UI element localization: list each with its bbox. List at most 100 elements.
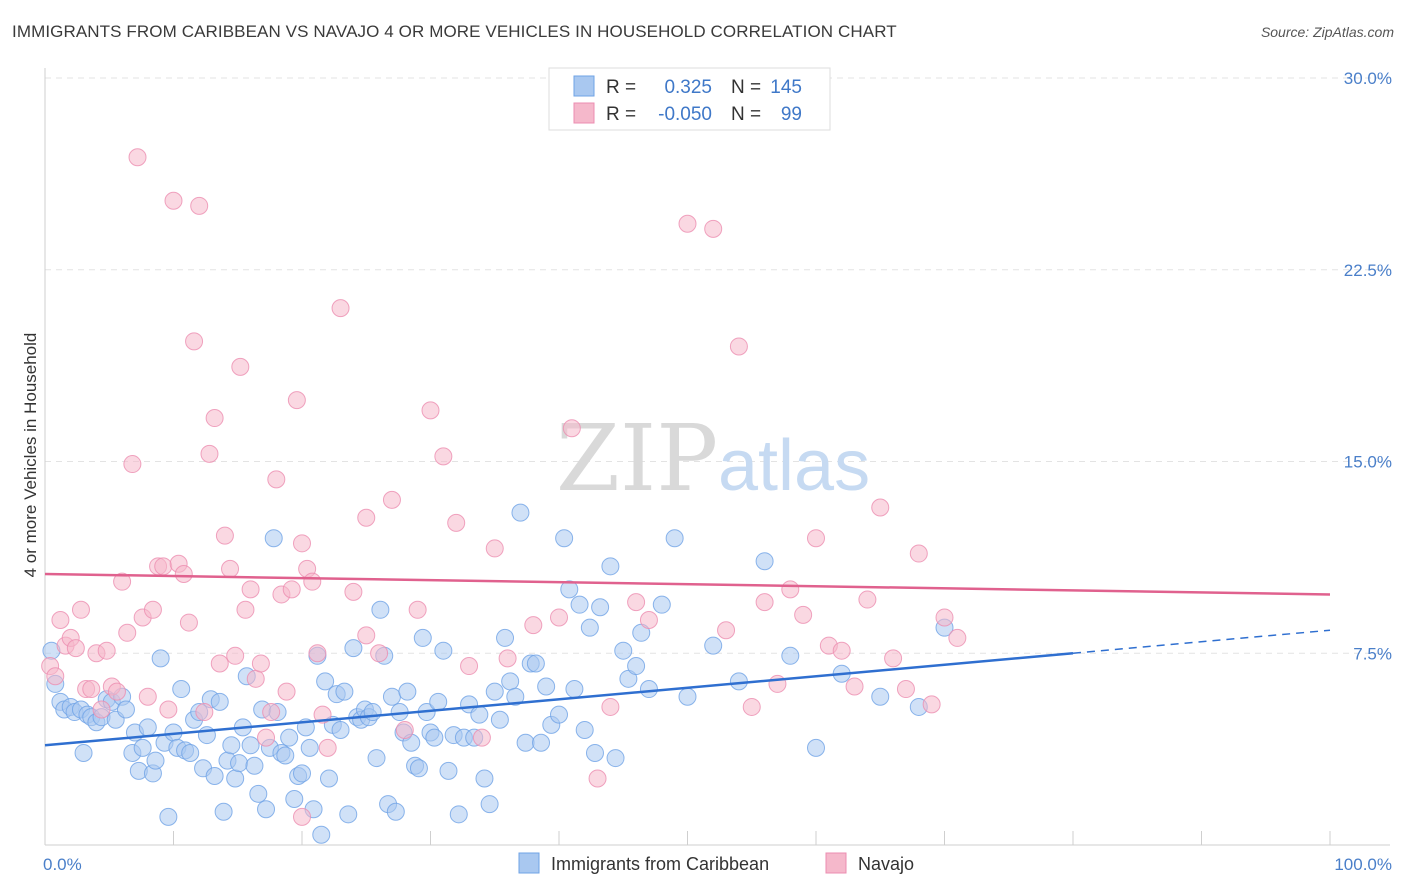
trend-lines [44,572,1331,747]
data-point [665,529,684,548]
data-point [472,728,491,747]
data-point [439,761,458,780]
data-point [205,766,224,785]
data-point [447,513,466,532]
data-point [794,605,813,624]
data-point [172,680,191,699]
data-point [312,825,331,844]
data-point [460,657,479,676]
data-point [82,680,101,699]
y-tick-label: 30.0% [1344,69,1392,88]
data-point [429,692,448,711]
data-point [71,600,90,619]
data-point [179,613,198,632]
data-point [425,728,444,747]
watermark-atlas: atlas [718,426,870,506]
y-axis-label: 4 or more Vehicles in Household [21,333,40,578]
data-point [344,639,363,658]
data-point [116,700,135,719]
data-point [319,769,338,788]
data-point [293,807,311,826]
data-point [371,600,390,619]
watermark-zip: ZIP [556,405,718,512]
data-point [210,692,229,711]
data-point [532,733,551,752]
data-point [210,654,229,673]
data-point [264,529,283,548]
data-point [159,700,178,719]
data-point [382,490,401,509]
data-point [293,534,311,553]
data-point [331,299,350,318]
data-point [807,529,825,548]
data-point [781,646,800,665]
data-point [287,391,306,410]
data-point [285,789,304,808]
data-point [832,641,851,660]
data-point [128,148,147,167]
data-point [948,628,967,647]
data-point [506,687,525,706]
data-point [357,626,376,645]
data-point [151,649,170,668]
trend-line [44,572,1331,596]
data-point [300,738,319,757]
data-point [601,557,620,576]
data-point [245,756,264,775]
data-point [475,769,494,788]
x-tick-label: 0.0% [43,855,82,874]
data-point [257,728,276,747]
data-point [639,611,658,630]
data-point [398,682,417,701]
data-point [717,621,736,640]
data-point [382,687,401,706]
data-point [490,710,509,729]
data-point [434,447,453,466]
data-point [154,557,173,576]
data-point [303,572,322,591]
data-point [580,618,599,637]
data-point [257,800,276,819]
data-point [480,795,499,814]
bottom-legend-label-navajo: Navajo [858,854,914,874]
data-point [550,608,568,627]
data-point [363,703,382,722]
data-point [922,695,941,714]
data-point [498,649,517,668]
data-point [511,503,530,522]
legend-swatch-navajo [573,102,595,124]
bottom-legend-swatch-caribbean [518,852,540,874]
data-point [133,738,152,757]
data-point [335,682,354,701]
x-tick-label: 100.0% [1334,855,1392,874]
data-point [267,470,286,489]
data-point [704,636,723,655]
data-point [526,654,545,673]
data-point [871,498,890,517]
data-point [46,667,65,686]
data-point [66,639,85,658]
data-point [550,705,568,724]
data-point [215,526,234,545]
data-point [614,641,633,660]
legend-swatch-caribbean [573,75,595,97]
data-point [562,419,581,438]
data-point [308,644,327,663]
data-point [871,687,890,706]
data-point [159,807,178,826]
legend-r-label-2: R = [606,104,636,125]
y-tick-label: 15.0% [1344,453,1392,472]
data-point [249,784,268,803]
data-point [282,580,301,599]
data-point [226,646,245,665]
data-point [195,703,214,722]
data-point [555,529,574,548]
data-point [470,705,489,724]
data-point [421,401,440,420]
data-point [652,595,671,614]
data-point [277,682,296,701]
legend: R = 0.325 N = 145 R = -0.050 N = 99 [548,67,831,131]
data-point [896,680,915,699]
data-point [92,700,111,719]
legend-n-label-2: N = [731,104,761,125]
